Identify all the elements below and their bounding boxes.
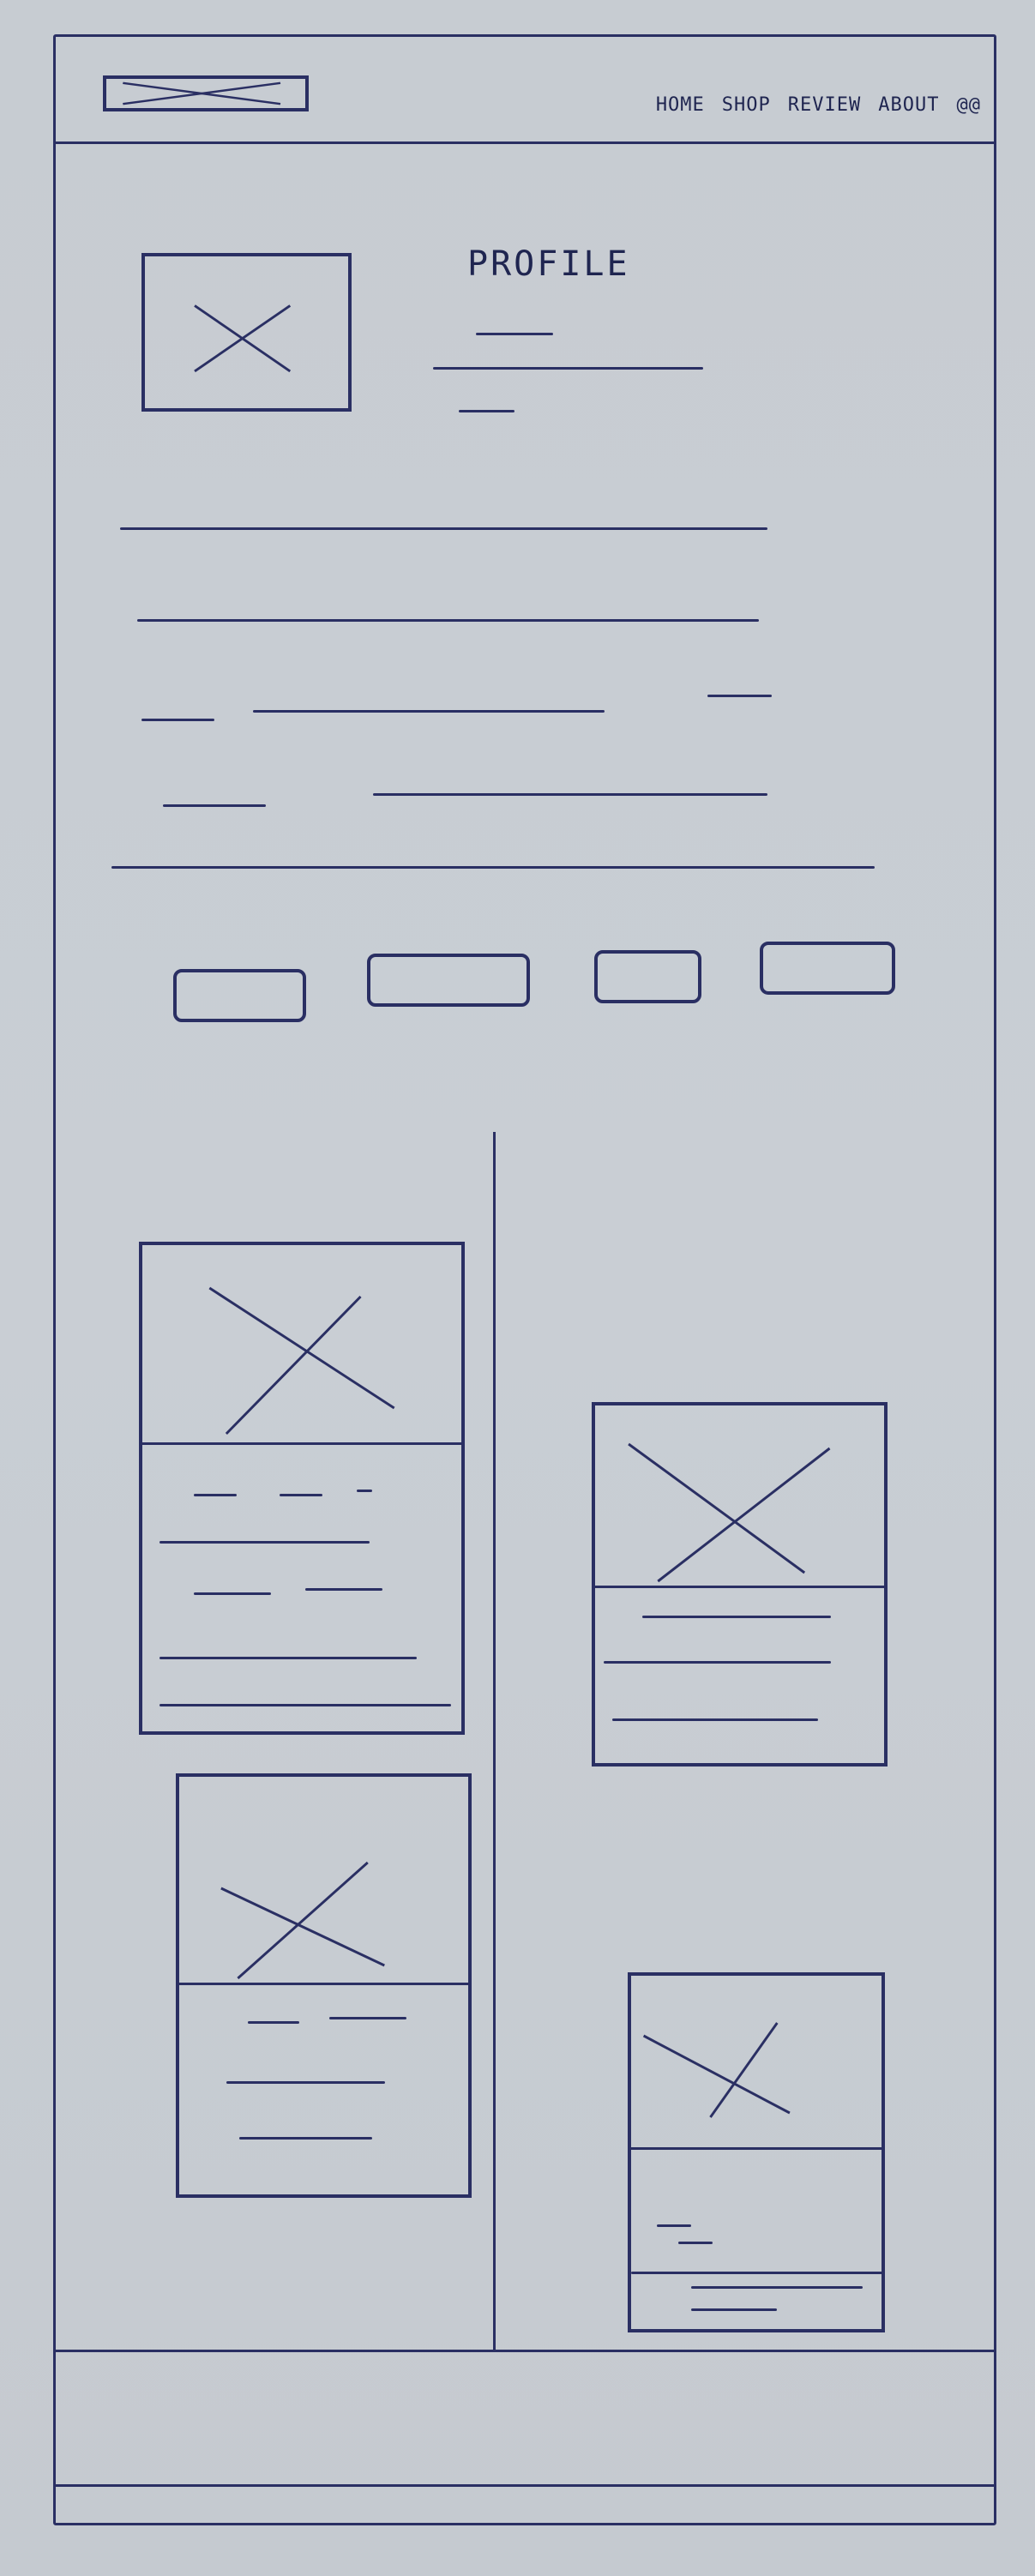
image-placeholder-icon — [642, 2022, 791, 2118]
profile-title: PROFILE — [467, 244, 630, 284]
nav-item-contact[interactable]: @@ — [956, 94, 981, 116]
product-card-2[interactable] — [592, 1402, 888, 1766]
profile-text-line — [111, 866, 875, 869]
product-card-text-line — [159, 1704, 451, 1706]
site-footer — [53, 2350, 996, 2487]
product-card-text-line — [159, 1541, 370, 1544]
logo[interactable] — [103, 75, 309, 111]
product-card-image — [595, 1405, 884, 1588]
product-card-text-line — [194, 1494, 237, 1496]
profile-text-line — [707, 695, 772, 697]
image-placeholder-icon — [194, 304, 292, 373]
nav-item-about[interactable]: ABOUT — [878, 94, 940, 116]
nav-item-review[interactable]: REVIEW — [787, 94, 862, 116]
product-card-text-line — [329, 2017, 406, 2019]
image-placeholder-icon — [628, 1442, 831, 1583]
profile-text-line — [120, 527, 767, 530]
product-card-text-line — [691, 2286, 863, 2289]
product-card-text-line — [357, 1490, 372, 1492]
category-button-3[interactable] — [594, 950, 701, 1003]
product-card-text-line — [194, 1592, 271, 1595]
product-card-image — [179, 1777, 468, 1985]
product-card-text-line — [612, 1718, 818, 1721]
category-button-4[interactable] — [760, 942, 895, 995]
category-button-1[interactable] — [173, 969, 306, 1022]
page-frame — [53, 34, 996, 2525]
image-placeholder-icon — [208, 1286, 395, 1435]
product-card-text-line — [239, 2137, 372, 2140]
product-card-image — [142, 1245, 461, 1445]
product-card-text-line — [226, 2081, 385, 2084]
product-card-image — [631, 1976, 882, 2150]
logo-placeholder-icon — [123, 81, 281, 105]
product-card-4[interactable] — [628, 1972, 885, 2332]
product-card-text-line — [678, 2242, 713, 2244]
profile-image — [141, 253, 352, 412]
profile-text-line — [163, 804, 266, 807]
product-card-text-line — [248, 2021, 299, 2024]
product-card-text-line — [159, 1657, 417, 1659]
column-divider — [493, 1132, 496, 2350]
profile-subline — [433, 367, 703, 370]
product-card-text-line — [691, 2308, 777, 2311]
product-card-text-line — [305, 1588, 382, 1591]
profile-subline — [459, 410, 514, 412]
category-button-2[interactable] — [367, 954, 530, 1007]
product-card-text-line — [657, 2224, 691, 2227]
site-header: HOME SHOP REVIEW ABOUT @@ — [53, 34, 996, 144]
nav-item-shop[interactable]: SHOP — [721, 94, 771, 116]
nav-item-home[interactable]: HOME — [655, 94, 705, 116]
profile-text-line — [253, 710, 605, 713]
profile-text-line — [137, 619, 759, 622]
product-card-text-line — [604, 1661, 831, 1664]
product-card-text-line — [642, 1616, 831, 1618]
image-placeholder-icon — [220, 1861, 385, 1980]
profile-text-line — [141, 719, 214, 721]
product-card-text-line — [280, 1494, 322, 1496]
main-nav: HOME SHOP REVIEW ABOUT @@ — [656, 94, 981, 116]
product-card-text-line — [631, 2272, 885, 2274]
product-card-1[interactable] — [139, 1242, 465, 1735]
product-card-3[interactable] — [176, 1773, 472, 2198]
profile-text-line — [373, 793, 767, 796]
profile-subline — [476, 333, 553, 335]
